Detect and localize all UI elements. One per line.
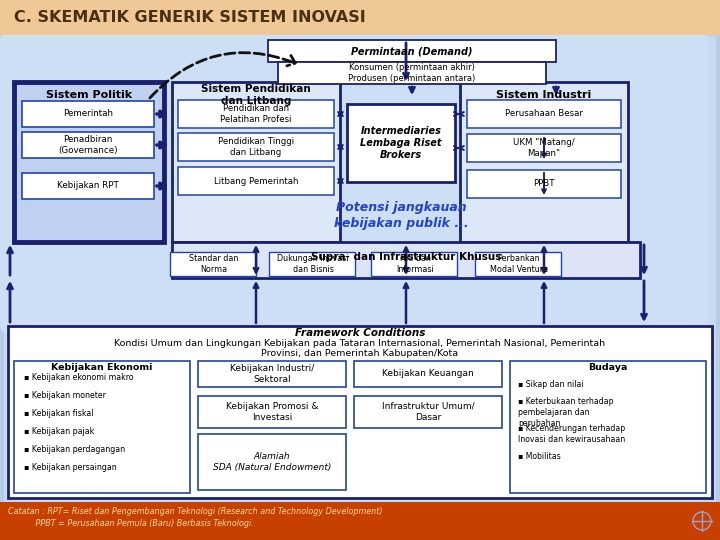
Bar <box>0 502 720 540</box>
Bar <box>198 361 346 387</box>
Text: Sistem Politik: Sistem Politik <box>46 90 132 100</box>
Bar <box>467 170 621 198</box>
Bar <box>178 167 334 195</box>
Bar <box>467 134 621 162</box>
Text: Provinsi, dan Pemerintah Kabupaten/Kota: Provinsi, dan Pemerintah Kabupaten/Kota <box>261 349 459 359</box>
Bar <box>172 242 640 278</box>
Bar <box>178 100 334 128</box>
Text: Supra- dan Infrastruktur Khusus: Supra- dan Infrastruktur Khusus <box>311 252 501 262</box>
Text: ▪ Kebijakan persaingan: ▪ Kebijakan persaingan <box>24 462 117 471</box>
Text: ▪ Kebijakan fiskal: ▪ Kebijakan fiskal <box>24 408 94 417</box>
FancyArrowPatch shape <box>150 53 295 98</box>
Text: ▪ Kebijakan ekonomi makro: ▪ Kebijakan ekonomi makro <box>24 373 134 381</box>
FancyBboxPatch shape <box>0 32 708 333</box>
Text: PPBT: PPBT <box>534 179 554 188</box>
Text: Kebijakan Ekonomi: Kebijakan Ekonomi <box>51 363 153 373</box>
Bar <box>269 252 355 276</box>
Text: Perbankan
Modal Ventura: Perbankan Modal Ventura <box>490 254 548 274</box>
Text: Potensi jangkauan
kebijakan publik ...: Potensi jangkauan kebijakan publik ... <box>333 200 468 230</box>
Text: Pemerintah: Pemerintah <box>63 110 113 118</box>
Bar <box>4 36 716 502</box>
Text: Alamiah
SDA (Natural Endowment): Alamiah SDA (Natural Endowment) <box>213 452 331 472</box>
Text: Intermediaries
Lembaga Riset
Brokers: Intermediaries Lembaga Riset Brokers <box>360 126 442 160</box>
Text: ▪ Kecenderungan terhadap
Inovasi dan kewirausahaan: ▪ Kecenderungan terhadap Inovasi dan kew… <box>518 424 625 444</box>
Bar <box>170 252 256 276</box>
Text: Standar dan
Norma: Standar dan Norma <box>189 254 239 274</box>
Text: Sistem Industri: Sistem Industri <box>496 90 592 100</box>
Bar <box>178 133 334 161</box>
Bar <box>198 434 346 490</box>
Bar <box>268 40 556 62</box>
Bar <box>510 361 706 493</box>
Text: Kondisi Umum dan Lingkungan Kebijakan pada Tataran Internasional, Pemerintah Nas: Kondisi Umum dan Lingkungan Kebijakan pa… <box>114 340 606 348</box>
Bar <box>354 361 502 387</box>
Bar <box>371 252 457 276</box>
Text: Infrastruktur Umum/
Dasar: Infrastruktur Umum/ Dasar <box>382 402 474 422</box>
Bar <box>354 396 502 428</box>
Bar <box>198 396 346 428</box>
Text: Permintaan (Demand): Permintaan (Demand) <box>351 46 473 56</box>
Text: UKM "Matang/
Mapan": UKM "Matang/ Mapan" <box>513 138 575 158</box>
Bar <box>22 132 154 158</box>
Text: ▪ Mobilitas: ▪ Mobilitas <box>518 452 561 461</box>
Bar <box>22 173 154 199</box>
Bar <box>467 100 621 128</box>
Text: Kebijakan Keuangan: Kebijakan Keuangan <box>382 369 474 379</box>
Text: PPBT = Perusahaan Pemula (Baru) Berbasis Teknologi.: PPBT = Perusahaan Pemula (Baru) Berbasis… <box>8 519 253 529</box>
Text: Dukungan Inovasi
dan Bisnis: Dukungan Inovasi dan Bisnis <box>277 254 348 274</box>
Bar <box>22 101 154 127</box>
Bar <box>14 361 190 493</box>
Bar <box>347 104 455 182</box>
Text: ▪ Sikap dan nilai: ▪ Sikap dan nilai <box>518 380 584 389</box>
Text: ▪ Keterbukaan terhadap
pembelajaran dan
perubahan: ▪ Keterbukaan terhadap pembelajaran dan … <box>518 397 613 428</box>
Text: Litbang Pemerintah: Litbang Pemerintah <box>214 177 298 186</box>
Bar <box>0 0 720 35</box>
Text: ▪ Kebijakan moneter: ▪ Kebijakan moneter <box>24 390 106 400</box>
Text: Kebijakan Promosi &
Investasi: Kebijakan Promosi & Investasi <box>226 402 318 422</box>
Text: HKI dan
Informasi: HKI dan Informasi <box>396 254 434 274</box>
Text: Penadbiran
(Governance): Penadbiran (Governance) <box>58 135 118 155</box>
Bar <box>8 326 712 498</box>
Text: Catatan : RPT= Riset dan Pengembangan Teknologi (Research and Technology Develop: Catatan : RPT= Riset dan Pengembangan Te… <box>8 508 382 516</box>
Text: Kebijakan Industri/
Sektoral: Kebijakan Industri/ Sektoral <box>230 364 314 384</box>
Text: Pendidikan Tinggi
dan Litbang: Pendidikan Tinggi dan Litbang <box>218 137 294 157</box>
Text: C. SKEMATIK GENERIK SISTEM INOVASI: C. SKEMATIK GENERIK SISTEM INOVASI <box>14 10 366 25</box>
Text: Perusahaan Besar: Perusahaan Besar <box>505 110 583 118</box>
Text: Pendidikan dan
Pelatihan Profesi: Pendidikan dan Pelatihan Profesi <box>220 104 292 124</box>
Bar <box>278 62 546 84</box>
Text: Framework Conditions: Framework Conditions <box>294 328 426 338</box>
Bar <box>460 82 628 242</box>
Bar <box>172 82 340 242</box>
Text: Konsumen (permintaan akhir)
Produsen (permintaan antara): Konsumen (permintaan akhir) Produsen (pe… <box>348 63 476 83</box>
Bar <box>14 82 164 242</box>
Text: ▪ Kebijakan perdagangan: ▪ Kebijakan perdagangan <box>24 444 125 454</box>
Text: Sistem Pendidikan
dan Litbang: Sistem Pendidikan dan Litbang <box>201 84 311 106</box>
Bar <box>475 252 561 276</box>
Text: ▪ Kebijakan pajak: ▪ Kebijakan pajak <box>24 427 94 435</box>
Text: Kebijakan RPT: Kebijakan RPT <box>57 181 119 191</box>
Text: Budaya: Budaya <box>588 363 628 373</box>
